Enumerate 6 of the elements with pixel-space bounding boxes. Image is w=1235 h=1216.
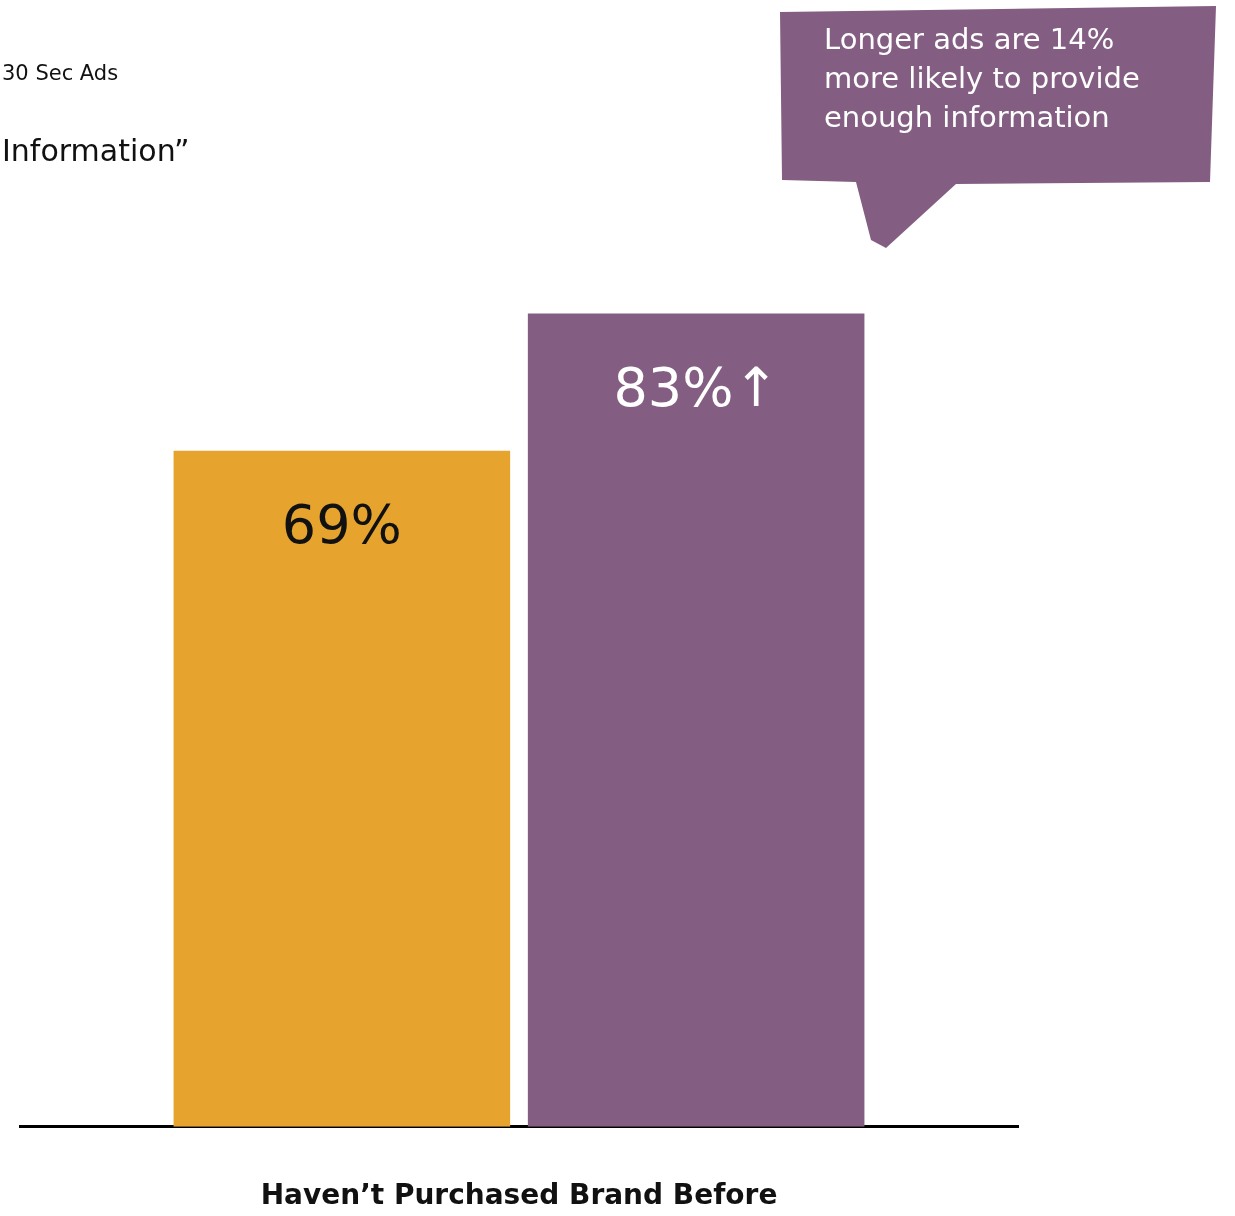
data-label: 69%: [281, 492, 402, 556]
text: 30 Sec Ads: [2, 61, 119, 85]
text: Longer ads are 14% more likely to provide enough information: [824, 21, 1141, 136]
data-label: 83%↑: [613, 355, 779, 419]
chart-subtitle: Information”: [2, 133, 190, 168]
x-axis-title: Haven’t Purchased Brand Before: [260, 1178, 778, 1212]
